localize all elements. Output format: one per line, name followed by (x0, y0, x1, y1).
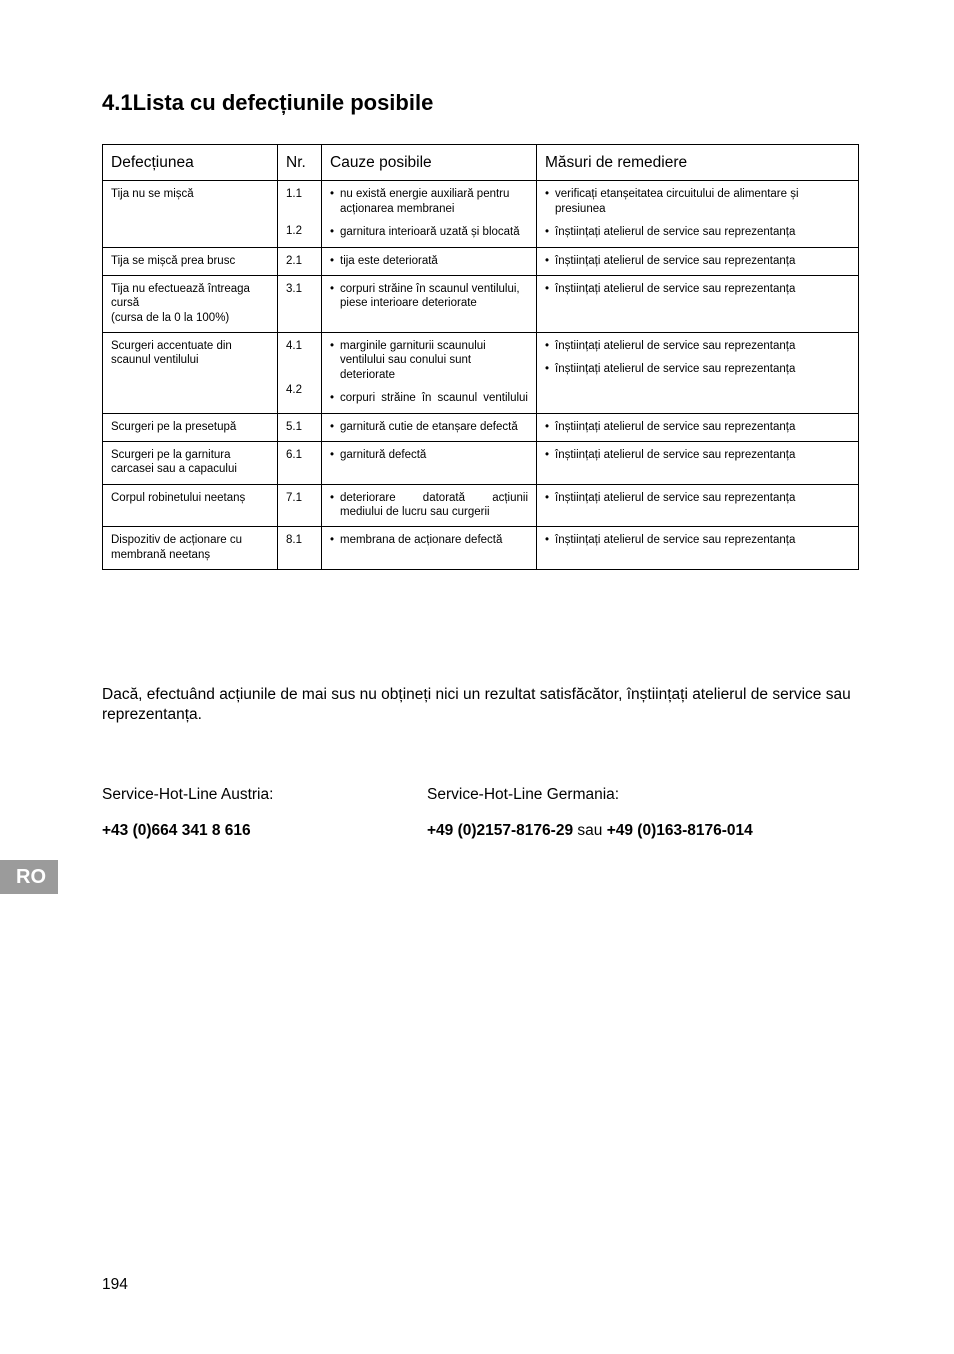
remedy-cell: înștiințați atelierul de service sau rep… (537, 527, 859, 570)
nr-value: 4.1 (286, 339, 313, 353)
col-defect: Defecțiunea (103, 145, 278, 181)
remedy-item: înștiințați atelierul de service sau rep… (545, 448, 850, 462)
page-number: 194 (102, 1276, 128, 1294)
remedy-item: înștiințați atelierul de service sau rep… (545, 339, 850, 353)
nr-cell: 8.1 (278, 527, 322, 570)
defect-cell: Tija nu efectuează întreaga cursă (cursa… (103, 275, 278, 332)
nr-value: 4.2 (286, 383, 313, 397)
defect-cell: Scurgeri pe la garnitura carcasei sau a … (103, 441, 278, 484)
defect-cell: Scurgeri pe la presetupă (103, 413, 278, 441)
defect-cell: Tija nu se mișcă (103, 181, 278, 247)
remedy-cell: înștiințați atelierul de service sau rep… (537, 275, 859, 332)
table-row: Tija nu se mișcă 1.1 1.2 nu există energ… (103, 181, 859, 247)
col-nr: Nr. (278, 145, 322, 181)
hotline-germany-number: +49 (0)2157-8176-29 sau +49 (0)163-8176-… (427, 822, 859, 840)
remedy-cell: înștiințați atelierul de service sau rep… (537, 247, 859, 275)
cause-item: corpuri străine în scaunul ventilului (330, 391, 528, 405)
remedy-cell: înștiințați atelierul de service sau rep… (537, 333, 859, 414)
cause-item: garnitură defectă (330, 448, 528, 462)
cause-item: membrana de acționare defectă (330, 533, 528, 547)
defects-table: Defecțiunea Nr. Cauze posibile Măsuri de… (102, 144, 859, 570)
remedy-item: înștiințați atelierul de service sau rep… (545, 254, 850, 268)
cause-item: garnitura interioară uzată și blocată (330, 225, 528, 239)
cause-cell: garnitură cutie de etanșare defectă (322, 413, 537, 441)
col-causes: Cauze posibile (322, 145, 537, 181)
nr-value: 1.1 (286, 187, 313, 201)
remedy-item: verificați etanșeitatea circuitului de a… (545, 187, 850, 216)
hotline-austria-number: +43 (0)664 341 8 616 (102, 822, 427, 840)
remedy-item: înștiințați atelierul de service sau rep… (545, 225, 850, 239)
table-row: Scurgeri pe la presetupă 5.1 garnitură c… (103, 413, 859, 441)
remedy-cell: înștiințați atelierul de service sau rep… (537, 413, 859, 441)
nr-cell: 1.1 1.2 (278, 181, 322, 247)
footer-paragraph: Dacă, efectuând acțiunile de mai sus nu … (102, 685, 859, 724)
nr-cell: 3.1 (278, 275, 322, 332)
cause-item: deteriorare datorată acțiuniimediului de… (330, 491, 528, 520)
cause-cell: corpuri străine în scaunul ventilului, p… (322, 275, 537, 332)
cause-item: garnitură cutie de etanșare defectă (330, 420, 528, 434)
section-heading: 4.1Lista cu defecțiunile posibile (102, 90, 859, 116)
cause-cell: deteriorare datorată acțiuniimediului de… (322, 484, 537, 527)
remedy-item: înștiințați atelierul de service sau rep… (545, 533, 850, 547)
nr-cell: 5.1 (278, 413, 322, 441)
nr-cell: 6.1 (278, 441, 322, 484)
table-row: Scurgeri accentuate din scaunul ventilul… (103, 333, 859, 414)
cause-cell: membrana de acționare defectă (322, 527, 537, 570)
nr-cell: 7.1 (278, 484, 322, 527)
cause-item: marginile garniturii scaunului ventilulu… (330, 339, 528, 382)
remedy-cell: verificați etanșeitatea circuitului de a… (537, 181, 859, 247)
cause-cell: garnitură defectă (322, 441, 537, 484)
remedy-item: înștiințați atelierul de service sau rep… (545, 362, 850, 376)
col-remedies: Măsuri de remediere (537, 145, 859, 181)
nr-value: 1.2 (286, 224, 313, 238)
table-row: Tija se mișcă prea brusc 2.1 tija este d… (103, 247, 859, 275)
nr-cell: 4.1 4.2 (278, 333, 322, 414)
cause-item: tija este deteriorată (330, 254, 528, 268)
remedy-cell: înștiințați atelierul de service sau rep… (537, 484, 859, 527)
remedy-cell: înștiințați atelierul de service sau rep… (537, 441, 859, 484)
table-row: Dispozitiv de acționare cu membrană neet… (103, 527, 859, 570)
table-row: Tija nu efectuează întreaga cursă (cursa… (103, 275, 859, 332)
cause-cell: marginile garniturii scaunului ventilulu… (322, 333, 537, 414)
defect-cell: Dispozitiv de acționare cu membrană neet… (103, 527, 278, 570)
language-tab: RO (0, 860, 58, 894)
table-row: Scurgeri pe la garnitura carcasei sau a … (103, 441, 859, 484)
defect-cell: Scurgeri accentuate din scaunul ventilul… (103, 333, 278, 414)
remedy-item: înștiințați atelierul de service sau rep… (545, 282, 850, 296)
hotline-austria-label: Service-Hot-Line Austria: (102, 786, 427, 804)
cause-cell: tija este deteriorată (322, 247, 537, 275)
cause-item: corpuri străine în scaunul ventilului, p… (330, 282, 528, 311)
hotline-germany-label: Service-Hot-Line Germania: (427, 786, 859, 804)
cause-cell: nu există energie auxiliară pentru acțio… (322, 181, 537, 247)
table-header-row: Defecțiunea Nr. Cauze posibile Măsuri de… (103, 145, 859, 181)
remedy-item: înștiințați atelierul de service sau rep… (545, 491, 850, 505)
remedy-item: înștiințați atelierul de service sau rep… (545, 420, 850, 434)
table-row: Corpul robinetului neetanș 7.1 deteriora… (103, 484, 859, 527)
defect-cell: Corpul robinetului neetanș (103, 484, 278, 527)
nr-cell: 2.1 (278, 247, 322, 275)
defect-cell: Tija se mișcă prea brusc (103, 247, 278, 275)
hotline-section: Service-Hot-Line Austria: +43 (0)664 341… (102, 786, 859, 840)
cause-item: nu există energie auxiliară pentru acțio… (330, 187, 528, 216)
